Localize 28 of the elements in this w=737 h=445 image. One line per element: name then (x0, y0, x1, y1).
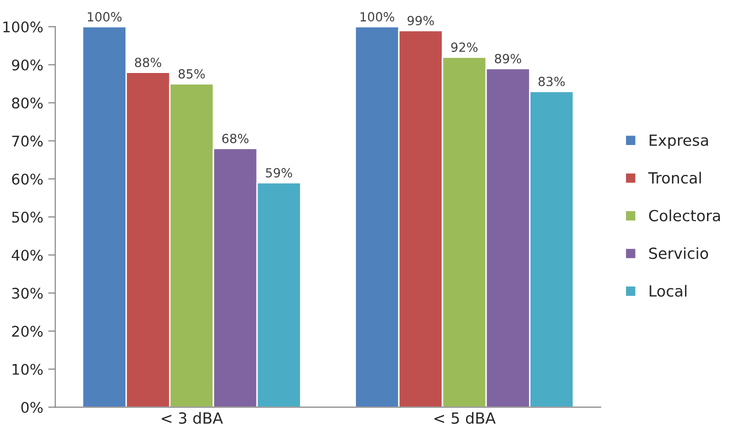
text: 59% (266, 168, 292, 178)
text: 99% (408, 16, 434, 26)
y-tick-label: 20% (12, 326, 43, 337)
legend-label: Colectora (649, 210, 720, 222)
legend-label: Local (650, 284, 686, 297)
text: 68% (222, 134, 248, 144)
y-tick-label: 10% (12, 364, 43, 375)
text: 83% (538, 76, 565, 86)
y-tick-label: 60% (12, 174, 43, 185)
y-tick-label: 0% (21, 402, 43, 413)
text: 100% (360, 12, 394, 22)
y-tick-label: 90% (12, 59, 43, 70)
text: 88% (134, 58, 162, 68)
y-tick-label: 70% (12, 136, 43, 147)
text: 85% (178, 69, 205, 79)
y-tick-label: 100% (3, 21, 43, 32)
y-tick-label: 50% (12, 212, 43, 223)
x-tick-label: < 5 dBA (434, 412, 496, 424)
legend-label: Troncal (648, 172, 701, 184)
y-tick-label: 80% (12, 98, 43, 109)
text: 100% (88, 12, 122, 22)
legend-label: Expresa (650, 134, 708, 149)
y-tick-label: 30% (12, 288, 43, 299)
legend-label: Servicio (649, 247, 708, 260)
x-tick-label: < 3 dBA (162, 412, 223, 424)
y-tick-label: 40% (12, 250, 43, 261)
text: 89% (494, 54, 522, 64)
text: 92% (451, 42, 478, 52)
